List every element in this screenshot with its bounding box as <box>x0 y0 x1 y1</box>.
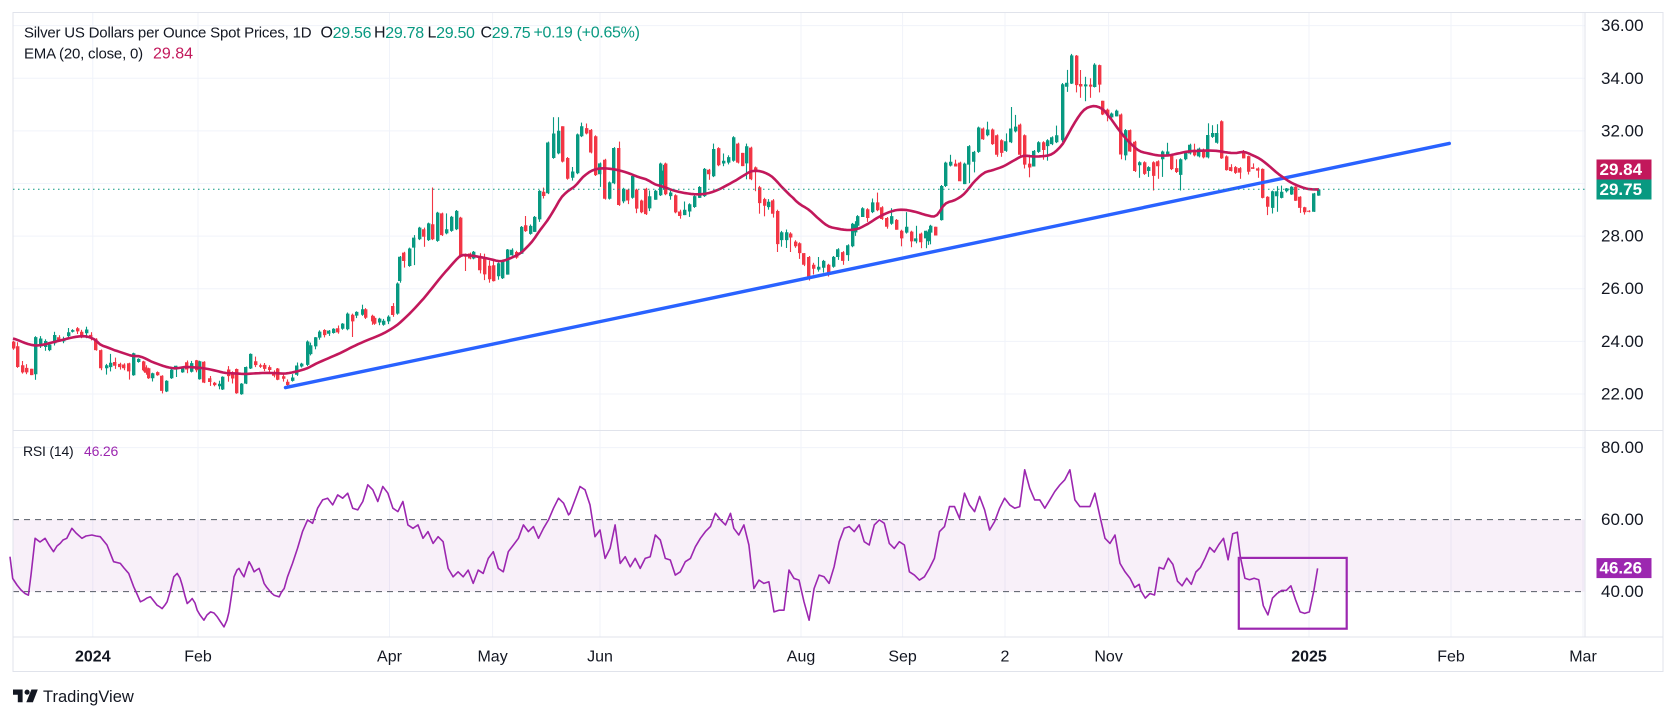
svg-text:Nov: Nov <box>1094 649 1122 666</box>
svg-text:O29.56: O29.56 <box>321 25 372 42</box>
svg-text:EMA (20, close, 0): EMA (20, close, 0) <box>24 46 143 63</box>
svg-text:H29.78: H29.78 <box>374 25 424 42</box>
svg-text:46.26: 46.26 <box>1600 559 1643 578</box>
svg-text:Sep: Sep <box>888 649 917 666</box>
svg-text:60.00: 60.00 <box>1601 510 1644 529</box>
svg-text:2: 2 <box>1001 649 1010 666</box>
svg-text:29.75: 29.75 <box>1600 180 1643 199</box>
svg-text:Feb: Feb <box>1437 649 1465 666</box>
svg-text:22.00: 22.00 <box>1601 384 1644 403</box>
svg-text:26.00: 26.00 <box>1601 279 1644 298</box>
svg-text:+0.19 (+0.65%): +0.19 (+0.65%) <box>534 25 640 42</box>
svg-text:Silver US Dollars per Ounce Sp: Silver US Dollars per Ounce Spot Prices,… <box>24 25 312 42</box>
svg-text:29.84: 29.84 <box>1600 160 1643 179</box>
svg-text:24.00: 24.00 <box>1601 332 1644 351</box>
svg-text:TradingView: TradingView <box>43 688 134 706</box>
svg-text:Aug: Aug <box>787 649 815 666</box>
svg-text:32.00: 32.00 <box>1601 121 1644 140</box>
svg-text:40.00: 40.00 <box>1601 582 1644 601</box>
svg-text:Feb: Feb <box>184 649 212 666</box>
svg-text:46.26: 46.26 <box>84 443 118 459</box>
svg-text:Jun: Jun <box>587 649 613 666</box>
svg-text:Apr: Apr <box>377 649 403 666</box>
svg-text:L29.50: L29.50 <box>428 25 476 42</box>
svg-text:Mar: Mar <box>1569 649 1597 666</box>
svg-text:2024: 2024 <box>75 649 111 666</box>
svg-text:80.00: 80.00 <box>1601 438 1644 457</box>
svg-text:28.00: 28.00 <box>1601 227 1644 246</box>
svg-text:May: May <box>477 649 507 666</box>
svg-text:36.00: 36.00 <box>1601 16 1644 35</box>
svg-text:29.84: 29.84 <box>153 46 193 63</box>
svg-text:RSI (14): RSI (14) <box>23 443 74 459</box>
svg-text:34.00: 34.00 <box>1601 69 1644 88</box>
svg-text:C29.75: C29.75 <box>481 25 531 42</box>
svg-text:2025: 2025 <box>1291 649 1327 666</box>
